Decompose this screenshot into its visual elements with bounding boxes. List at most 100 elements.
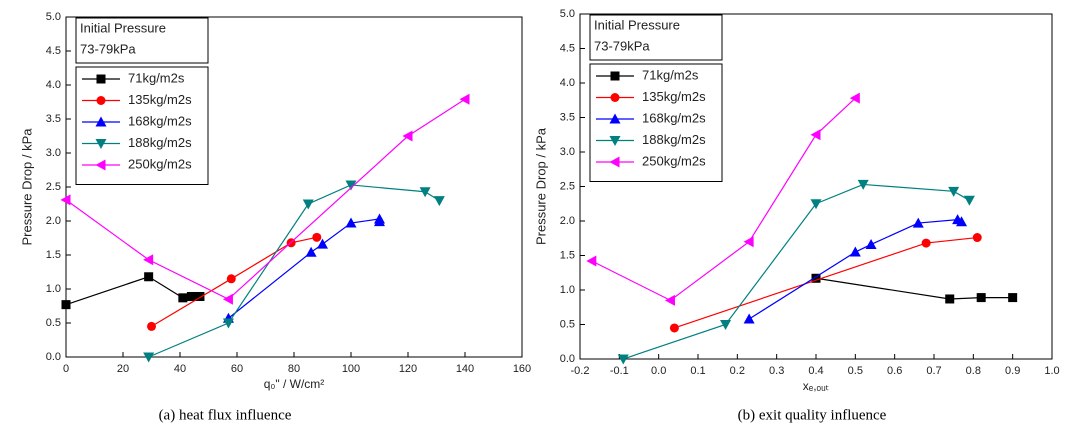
marker xyxy=(222,293,233,305)
y-tick-label: 3.0 xyxy=(46,147,61,159)
marker xyxy=(811,273,821,283)
series-line xyxy=(748,219,962,320)
legend-marker xyxy=(95,139,107,149)
marker xyxy=(857,179,869,190)
marker xyxy=(810,129,821,141)
x-tick-label: 0.6 xyxy=(887,365,902,377)
y-tick-label: 2.0 xyxy=(560,215,575,227)
x-axis-label: xₑ,ₒᵤₜ xyxy=(803,379,829,393)
legend-label: 135kg/m2s xyxy=(642,89,706,104)
marker xyxy=(865,238,877,249)
x-tick-label: 120 xyxy=(399,363,417,375)
marker xyxy=(305,246,317,257)
marker xyxy=(419,187,431,198)
legend-marker xyxy=(95,159,106,171)
marker xyxy=(459,93,470,105)
marker xyxy=(976,293,986,303)
legend-label: 168kg/m2s xyxy=(642,110,706,125)
marker xyxy=(147,321,156,331)
x-tick-label: 20 xyxy=(117,363,129,375)
marker xyxy=(143,254,154,266)
y-tick-label: 1.0 xyxy=(560,284,575,296)
y-tick-label: 4.5 xyxy=(560,42,575,54)
x-tick-label: 140 xyxy=(456,363,474,375)
series-line xyxy=(151,236,317,327)
x-tick-label: 0.2 xyxy=(730,365,745,377)
marker xyxy=(921,238,931,248)
x-tick-label: -0.1 xyxy=(610,365,629,377)
x-tick-label: 60 xyxy=(231,363,243,375)
marker xyxy=(664,294,675,306)
y-tick-label: 4.0 xyxy=(46,79,61,91)
y-axis-label: Pressure Drop / kPa xyxy=(19,128,34,246)
legend-marker xyxy=(95,116,107,127)
marker xyxy=(956,216,968,227)
y-tick-label: 5.0 xyxy=(46,11,61,23)
legend-marker xyxy=(610,71,620,81)
marker xyxy=(178,293,188,303)
marker xyxy=(972,233,982,243)
x-tick-label: 0.1 xyxy=(690,365,705,377)
y-axis-label: Pressure Drop / kPa xyxy=(533,127,548,245)
y-tick-label: 1.5 xyxy=(560,249,575,261)
x-tick-label: 0.9 xyxy=(1005,365,1020,377)
y-tick-label: 2.5 xyxy=(560,180,575,192)
y-tick-label: 2.5 xyxy=(46,181,61,193)
marker xyxy=(433,196,445,207)
legend-marker xyxy=(96,74,106,84)
y-tick-label: 3.5 xyxy=(46,113,61,125)
marker xyxy=(743,313,755,324)
x-axis-label: q₀" / W/cm² xyxy=(264,377,325,391)
x-tick-label: 0.3 xyxy=(769,365,784,377)
y-tick-label: 5.0 xyxy=(560,8,575,20)
caption: (a) heat flux influence xyxy=(159,407,292,423)
marker xyxy=(810,199,822,210)
marker xyxy=(948,186,960,197)
marker xyxy=(60,194,71,206)
series-line xyxy=(815,277,1013,300)
marker xyxy=(222,318,234,329)
y-tick-label: 0.0 xyxy=(560,353,575,365)
y-tick-label: 0.5 xyxy=(46,317,61,329)
y-tick-label: 3.0 xyxy=(560,146,575,158)
legend-label: 188kg/m2s xyxy=(642,132,706,147)
x-tick-label: 0.7 xyxy=(926,365,941,377)
legend-label: 135kg/m2s xyxy=(128,92,192,107)
y-tick-label: 1.5 xyxy=(46,249,61,261)
legend-marker xyxy=(610,93,620,102)
marker xyxy=(945,294,955,304)
annotation: 73-79kPa xyxy=(80,41,136,56)
series-line xyxy=(623,183,970,360)
marker xyxy=(345,217,357,228)
marker xyxy=(317,238,328,249)
x-tick-label: 0.5 xyxy=(848,365,863,377)
marker xyxy=(226,274,236,284)
x-tick-label: 160 xyxy=(513,363,531,375)
legend-marker xyxy=(609,156,620,168)
x-tick-label: 80 xyxy=(288,363,300,375)
x-tick-label: 100 xyxy=(342,363,360,375)
x-tick-label: 0.4 xyxy=(808,365,823,377)
series-line xyxy=(674,236,978,329)
y-tick-label: 2.0 xyxy=(46,215,61,227)
y-tick-label: 4.5 xyxy=(46,45,61,57)
marker xyxy=(617,354,629,365)
x-tick-label: 0.0 xyxy=(651,365,666,377)
marker xyxy=(195,291,205,301)
x-tick-label: 0.8 xyxy=(966,365,981,377)
annotation: 73-79kPa xyxy=(594,38,650,53)
y-tick-label: 1.0 xyxy=(46,283,61,295)
marker xyxy=(1008,293,1018,303)
legend-label: 168kg/m2s xyxy=(128,113,192,128)
legend-label: 250kg/m2s xyxy=(642,153,706,168)
annotation: Initial Pressure xyxy=(594,17,680,32)
annotation-box xyxy=(589,14,723,61)
marker xyxy=(720,320,732,330)
legend-label: 71kg/m2s xyxy=(128,70,185,85)
legend-marker xyxy=(609,136,621,146)
marker xyxy=(143,352,155,363)
marker xyxy=(144,272,154,282)
x-tick-label: 0 xyxy=(63,363,69,375)
annotation: Initial Pressure xyxy=(80,20,166,35)
